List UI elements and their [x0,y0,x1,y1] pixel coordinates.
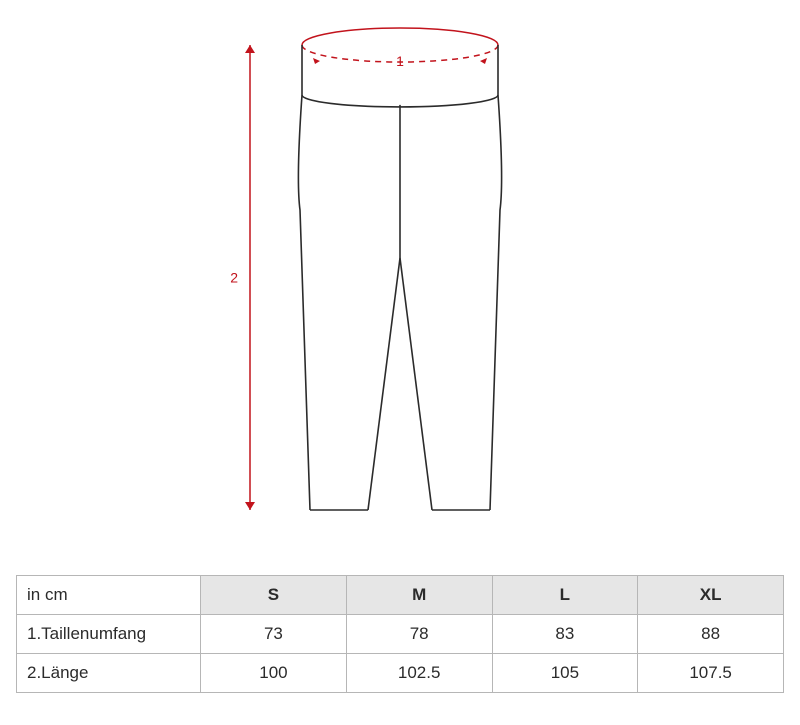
cell: 78 [346,615,492,654]
unit-header: in cm [17,576,201,615]
col-head-s: S [201,576,347,615]
row-label-waist: 1.Taillenumfang [17,615,201,654]
cell: 105 [492,654,638,693]
size-table-container: in cm S M L XL 1.Taillenumfang 73 78 83 … [16,575,784,693]
cell: 100 [201,654,347,693]
col-head-l: L [492,576,638,615]
cell: 73 [201,615,347,654]
cell: 102.5 [346,654,492,693]
table-row: 1.Taillenumfang 73 78 83 88 [17,615,784,654]
row-label-length: 2.Länge [17,654,201,693]
size-diagram: 12 [0,0,800,560]
table-header-row: in cm S M L XL [17,576,784,615]
svg-text:2: 2 [230,270,238,286]
cell: 107.5 [638,654,784,693]
pants-diagram-svg: 12 [0,0,800,560]
cell: 88 [638,615,784,654]
cell: 83 [492,615,638,654]
svg-text:1: 1 [396,53,404,69]
col-head-m: M [346,576,492,615]
col-head-xl: XL [638,576,784,615]
size-table: in cm S M L XL 1.Taillenumfang 73 78 83 … [16,575,784,693]
table-row: 2.Länge 100 102.5 105 107.5 [17,654,784,693]
